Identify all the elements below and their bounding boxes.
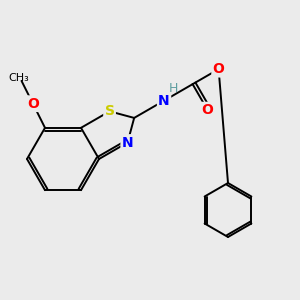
Text: O: O <box>202 103 214 117</box>
Text: O: O <box>27 97 39 111</box>
Text: H: H <box>168 82 178 95</box>
Text: CH₃: CH₃ <box>8 73 29 83</box>
Text: S: S <box>105 104 115 118</box>
Text: O: O <box>213 62 224 76</box>
Text: N: N <box>158 94 170 108</box>
Text: N: N <box>122 136 134 149</box>
